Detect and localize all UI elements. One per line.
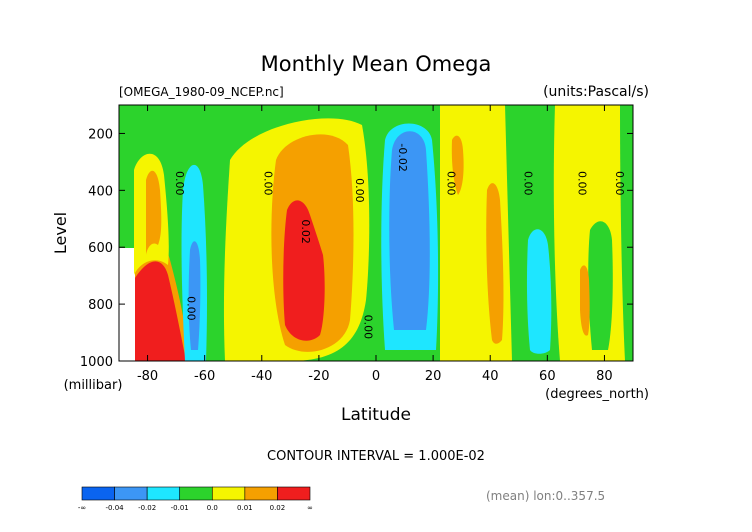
colorbar-label: 0.0 — [207, 504, 218, 512]
x-tick-label: 20 — [425, 369, 442, 384]
y-axis-label: Level — [51, 212, 70, 254]
contour-fill-blue-10N — [389, 131, 430, 330]
y-tick-label: 600 — [88, 241, 113, 256]
x-tick-label: 60 — [539, 369, 556, 384]
colorbar-swatch — [179, 486, 213, 501]
contour-label: 0.00 — [185, 296, 198, 321]
colorbar-label: -0.01 — [171, 504, 189, 512]
colorbar-label: -∞ — [78, 504, 86, 512]
colorbar-label: 0.01 — [237, 504, 253, 512]
contour-fill-blue-65S — [188, 241, 201, 350]
file-name-label: [OMEGA_1980-09_NCEP.nc] — [119, 85, 284, 99]
contour-fill-orange-50N — [486, 183, 504, 344]
missing-data-region — [119, 248, 135, 361]
contour-fill-red-30S — [283, 200, 325, 341]
colorbar-swatch — [277, 486, 311, 501]
contour-label: 0.00 — [444, 171, 457, 196]
x-tick-label: -60 — [194, 369, 215, 384]
y-tick-label: 200 — [88, 127, 113, 142]
contour-fill-orange-75N — [580, 265, 590, 336]
contour-label: -0.02 — [396, 143, 409, 171]
colorbar-swatch — [114, 486, 148, 501]
contour-label: 0.00 — [173, 171, 186, 196]
colorbar-label: -0.04 — [106, 504, 125, 512]
chart-title: Monthly Mean Omega — [261, 52, 492, 76]
x-tick-label: -20 — [308, 369, 329, 384]
contour-fill-orange-20N — [451, 135, 464, 195]
x-tick-label: 80 — [596, 369, 613, 384]
x-axis-unit: (degrees_north) — [545, 387, 649, 402]
y-tick-label: 1000 — [80, 355, 113, 370]
colorbar-swatch — [211, 486, 246, 501]
contour-fill-green-north-edge — [620, 105, 632, 361]
colorbar-swatch — [244, 486, 278, 501]
plot-area — [118, 104, 634, 362]
contour-fill-south-orange-column — [146, 170, 162, 255]
colorbar: -∞ -0.04 -0.02 -0.01 0.0 0.01 0.02 ∞ — [78, 486, 313, 512]
y-axis-unit: (millibar) — [64, 378, 123, 393]
contour-label: 0.00 — [262, 171, 275, 196]
x-axis-label: Latitude — [341, 405, 411, 425]
contour-fill-south-red — [135, 261, 186, 361]
y-tick-label: 400 — [88, 184, 113, 199]
contour-label: 0.00 — [353, 178, 366, 203]
colorbar-label: -0.02 — [138, 504, 156, 512]
units-label: (units:Pascal/s) — [543, 84, 649, 100]
x-tick-label: 40 — [482, 369, 499, 384]
colorbar-swatch — [81, 486, 115, 501]
x-tick-label: 0 — [372, 369, 380, 384]
contour-label: 0.02 — [299, 219, 312, 244]
x-tick-label: -80 — [137, 369, 158, 384]
x-tick-label: -40 — [251, 369, 272, 384]
contour-interval-text: CONTOUR INTERVAL = 1.000E-02 — [267, 449, 485, 464]
colorbar-swatch — [146, 486, 181, 501]
contour-labels: 0.00 0.00 0.02 0.00 0.00 0.00 -0.02 0.00 0.00 0.0… — [173, 143, 626, 339]
y-tick-label: 800 — [88, 298, 113, 313]
contour-fill-green-75N — [588, 221, 613, 350]
contour-label: 0.00 — [613, 171, 626, 196]
y-axis: 200 400 600 800 1000 — [80, 127, 633, 370]
contour-label: 0.00 — [362, 315, 375, 340]
contour-fill-cyan-60N — [526, 229, 552, 354]
contour-label: 0.00 — [576, 171, 589, 196]
contour-label: 0.00 — [521, 171, 534, 196]
colorbar-label: ∞ — [307, 504, 313, 512]
x-axis: -80 -60 -40 -20 0 20 40 60 80 — [137, 105, 613, 384]
colorbar-label: 0.02 — [270, 504, 286, 512]
footnote-mean-lon: (mean) lon:0..357.5 — [486, 489, 605, 503]
